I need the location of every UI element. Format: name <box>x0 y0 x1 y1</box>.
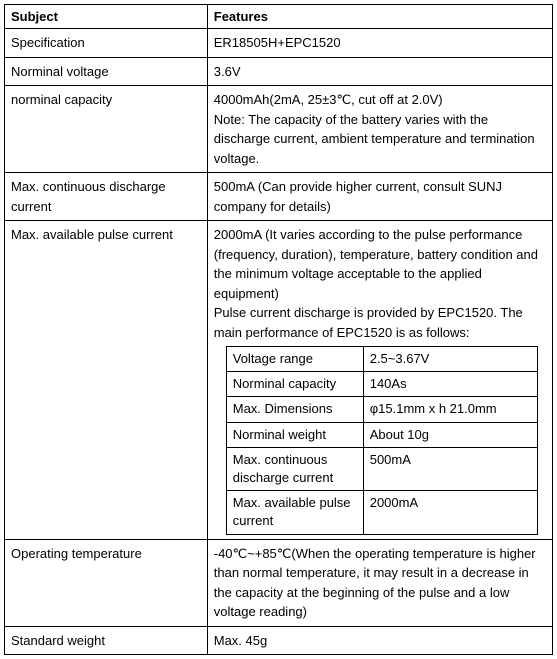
inner-label: Norminal capacity <box>226 372 363 397</box>
inner-value: 140As <box>363 372 537 397</box>
cell-feature: 500mA (Can provide higher current, consu… <box>207 173 552 221</box>
row-standard-weight: Standard weight Max. 45g <box>5 626 553 655</box>
inner-value: About 10g <box>363 422 537 447</box>
header-features: Features <box>207 5 552 29</box>
inner-label: Max. available pulse current <box>226 491 363 534</box>
row-max-pulse-current: Max. available pulse current 2000mA (It … <box>5 221 553 540</box>
inner-label: Max. continuous discharge current <box>226 447 363 490</box>
row-nominal-voltage: Norminal voltage 3.6V <box>5 57 553 86</box>
spec-table: Subject Features Specification ER18505H+… <box>4 4 553 655</box>
inner-row-nominal-capacity: Norminal capacity 140As <box>226 372 537 397</box>
inner-row-max-continuous: Max. continuous discharge current 500mA <box>226 447 537 490</box>
cell-subject: Specification <box>5 29 208 58</box>
cell-feature: ER18505H+EPC1520 <box>207 29 552 58</box>
cell-feature: -40℃~+85℃(When the operating temperature… <box>207 539 552 626</box>
cell-subject: Operating temperature <box>5 539 208 626</box>
header-subject: Subject <box>5 5 208 29</box>
cell-subject: Max. continuous discharge current <box>5 173 208 221</box>
inner-value: 500mA <box>363 447 537 490</box>
inner-row-voltage-range: Voltage range 2.5~3.67V <box>226 347 537 372</box>
cell-feature: 2000mA (It varies according to the pulse… <box>207 221 552 540</box>
row-nominal-capacity: norminal capacity 4000mAh(2mA, 25±3℃, cu… <box>5 86 553 173</box>
header-row: Subject Features <box>5 5 553 29</box>
pulse-description: 2000mA (It varies according to the pulse… <box>214 227 538 340</box>
epc1520-table: Voltage range 2.5~3.67V Norminal capacit… <box>226 346 538 535</box>
inner-label: Norminal weight <box>226 422 363 447</box>
cell-subject: Max. available pulse current <box>5 221 208 540</box>
inner-label: Max. Dimensions <box>226 397 363 422</box>
inner-value: φ15.1mm x h 21.0mm <box>363 397 537 422</box>
inner-row-max-pulse: Max. available pulse current 2000mA <box>226 491 537 534</box>
row-specification: Specification ER18505H+EPC1520 <box>5 29 553 58</box>
row-operating-temperature: Operating temperature -40℃~+85℃(When the… <box>5 539 553 626</box>
cell-subject: norminal capacity <box>5 86 208 173</box>
cell-feature: 3.6V <box>207 57 552 86</box>
row-max-continuous-discharge: Max. continuous discharge current 500mA … <box>5 173 553 221</box>
cell-feature: 4000mAh(2mA, 25±3℃, cut off at 2.0V)Note… <box>207 86 552 173</box>
inner-label: Voltage range <box>226 347 363 372</box>
inner-value: 2000mA <box>363 491 537 534</box>
cell-subject: Norminal voltage <box>5 57 208 86</box>
cell-subject: Standard weight <box>5 626 208 655</box>
inner-row-max-dimensions: Max. Dimensions φ15.1mm x h 21.0mm <box>226 397 537 422</box>
inner-row-nominal-weight: Norminal weight About 10g <box>226 422 537 447</box>
cell-feature: Max. 45g <box>207 626 552 655</box>
inner-value: 2.5~3.67V <box>363 347 537 372</box>
